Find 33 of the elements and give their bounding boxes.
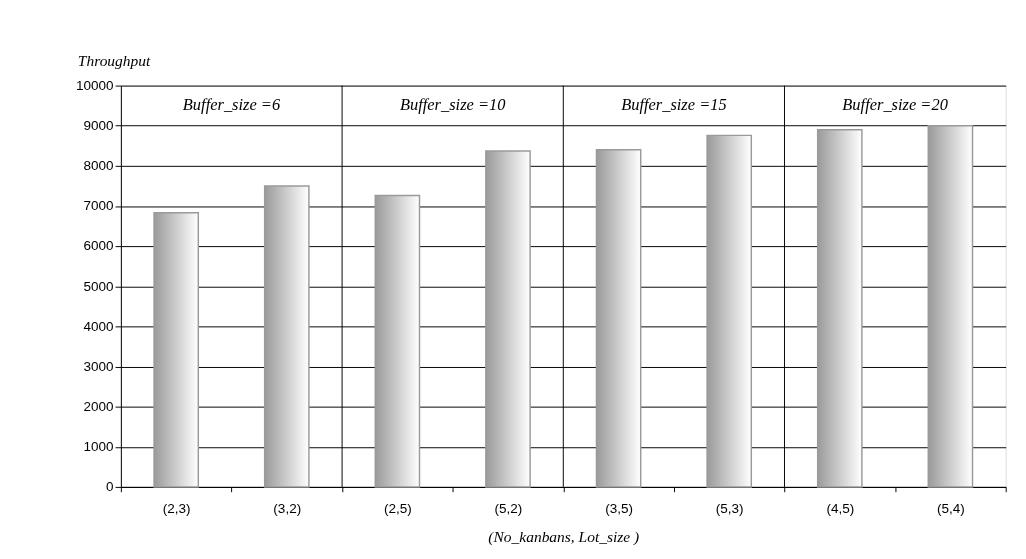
x-tick-label: (3,5) — [605, 500, 633, 516]
y-tick-label: 3000 — [83, 358, 114, 374]
x-tick-label: (5,4) — [936, 500, 965, 516]
bar — [706, 134, 753, 488]
annotation: Buffer_size =20 — [842, 95, 948, 115]
y-tick-label: 5000 — [83, 278, 114, 294]
x-tick-label: (3,2) — [273, 500, 302, 516]
bar — [485, 150, 531, 488]
y-tick-label: 4000 — [83, 318, 114, 334]
y-axis-title: Throughput — [77, 51, 152, 69]
bar — [595, 149, 642, 488]
annotation: Buffer_size =10 — [399, 95, 506, 115]
y-tick-label: 8000 — [83, 158, 114, 174]
x-tick-label: (5,2) — [494, 500, 523, 516]
bar — [816, 129, 863, 488]
x-tick-label: (4,5) — [826, 500, 855, 516]
y-tick-label: 7000 — [83, 198, 114, 214]
x-tick-label: (5,3) — [715, 500, 744, 516]
x-tick-label: (2,5) — [383, 500, 412, 516]
bar — [927, 125, 974, 488]
annotation: Buffer_size =15 — [621, 95, 727, 115]
annotation: Buffer_size =6 — [182, 95, 281, 115]
y-tick-label: 2000 — [83, 399, 114, 414]
x-tick-label: (2,3) — [162, 500, 191, 516]
bar — [153, 212, 200, 488]
bar — [374, 194, 421, 488]
bar — [263, 185, 310, 488]
y-tick-label: 6000 — [83, 238, 114, 254]
x-axis-title: (No_kanbans, Lot_size ) — [488, 527, 640, 546]
y-tick-label: 9000 — [83, 118, 114, 134]
y-tick-label: 0 — [106, 479, 114, 495]
y-tick-label: 10000 — [76, 77, 114, 93]
y-tick-label: 1000 — [83, 439, 114, 455]
